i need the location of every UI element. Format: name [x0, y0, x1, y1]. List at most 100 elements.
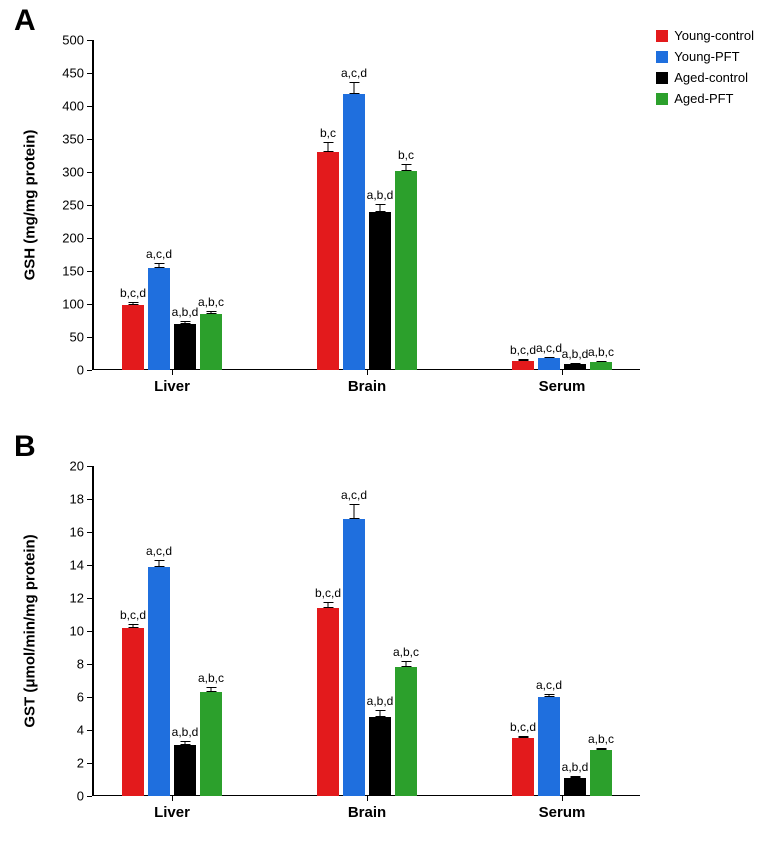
x-tick	[172, 796, 173, 801]
legend-swatch	[656, 93, 668, 105]
y-tick	[87, 205, 92, 206]
y-tick-label: 450	[62, 66, 84, 81]
y-tick	[87, 598, 92, 599]
error-bar	[549, 694, 550, 697]
error-bar	[549, 357, 550, 358]
y-tick-label: 350	[62, 132, 84, 147]
y-tick-label: 200	[62, 231, 84, 246]
y-tick	[87, 370, 92, 371]
bar-annotation: a,c,d	[536, 341, 562, 355]
y-tick	[87, 565, 92, 566]
bar: a,c,d	[148, 268, 170, 370]
bar-annotation: a,c,d	[341, 488, 367, 502]
bar: b,c,d	[512, 738, 534, 796]
legend: Young-controlYoung-PFTAged-controlAged-P…	[656, 28, 754, 112]
y-tick-label: 6	[77, 690, 84, 705]
bar-annotation: b,c	[398, 148, 414, 162]
x-group-label: Liver	[154, 378, 190, 395]
bar: a,b,d	[369, 212, 391, 370]
bar-annotation: a,c,d	[146, 544, 172, 558]
y-tick-label: 250	[62, 198, 84, 213]
legend-swatch	[656, 30, 668, 42]
y-tick	[87, 139, 92, 140]
error-bar	[354, 82, 355, 94]
y-tick-label: 50	[70, 330, 84, 345]
bar: a,b,c	[200, 692, 222, 796]
bar: a,b,c	[590, 362, 612, 370]
y-tick	[87, 466, 92, 467]
y-tick-label: 500	[62, 33, 84, 48]
error-bar	[354, 504, 355, 519]
bar-annotation: a,b,c	[198, 295, 224, 309]
error-bar	[523, 359, 524, 360]
x-group-label: Liver	[154, 804, 190, 821]
bar: a,b,d	[369, 717, 391, 796]
y-tick	[87, 664, 92, 665]
y-tick-label: 8	[77, 657, 84, 672]
x-tick	[562, 370, 563, 375]
bar-annotation: a,b,c	[393, 645, 419, 659]
legend-item: Aged-control	[656, 70, 754, 85]
y-tick-label: 0	[77, 363, 84, 378]
y-tick-label: 2	[77, 756, 84, 771]
bar: a,b,d	[174, 745, 196, 796]
y-tick	[87, 73, 92, 74]
bar: b,c	[317, 152, 339, 370]
bar: b,c	[395, 171, 417, 370]
error-bar	[159, 560, 160, 567]
y-tick	[87, 40, 92, 41]
bar-annotation: a,b,c	[588, 732, 614, 746]
error-bar	[523, 736, 524, 738]
bar: a,c,d	[343, 94, 365, 370]
y-tick-label: 0	[77, 789, 84, 804]
y-axis-label: GST (μmol/min/mg protein)	[22, 534, 39, 727]
y-tick-label: 20	[70, 459, 84, 474]
bar: a,c,d	[148, 567, 170, 796]
error-bar	[328, 142, 329, 152]
x-group-label: Serum	[539, 378, 586, 395]
figure: A B Young-controlYoung-PFTAged-controlAg…	[0, 0, 764, 866]
error-bar	[133, 624, 134, 628]
x-group-label: Brain	[348, 378, 386, 395]
error-bar	[406, 164, 407, 171]
legend-label: Aged-PFT	[674, 91, 733, 106]
y-tick-label: 16	[70, 525, 84, 540]
bar: a,c,d	[343, 519, 365, 796]
y-tick-label: 14	[70, 558, 84, 573]
error-bar	[211, 687, 212, 692]
error-bar	[601, 748, 602, 750]
bar-annotation: b,c,d	[510, 720, 536, 734]
panel-b-label: B	[14, 430, 36, 464]
error-bar	[380, 710, 381, 717]
y-tick	[87, 304, 92, 305]
y-tick-label: 300	[62, 165, 84, 180]
error-bar	[185, 741, 186, 745]
bar-annotation: b,c,d	[315, 586, 341, 600]
y-tick-label: 12	[70, 591, 84, 606]
bar: a,b,c	[590, 750, 612, 796]
bar: a,b,d	[174, 324, 196, 370]
x-group-label: Brain	[348, 804, 386, 821]
error-bar	[575, 776, 576, 778]
bar-annotation: b,c,d	[120, 286, 146, 300]
error-bar	[211, 311, 212, 314]
error-bar	[185, 321, 186, 324]
error-bar	[380, 204, 381, 212]
bar: a,b,d	[564, 364, 586, 370]
x-tick	[367, 796, 368, 801]
error-bar	[406, 661, 407, 668]
bar-annotation: a,b,d	[172, 725, 199, 739]
bar-annotation: a,b,d	[172, 305, 199, 319]
y-tick	[87, 763, 92, 764]
y-tick-label: 18	[70, 492, 84, 507]
bar: b,c,d	[122, 628, 144, 796]
y-tick	[87, 499, 92, 500]
y-tick	[87, 532, 92, 533]
bar-annotation: a,c,d	[536, 678, 562, 692]
bar-annotation: b,c	[320, 126, 336, 140]
bar: a,b,c	[395, 667, 417, 796]
y-tick-label: 400	[62, 99, 84, 114]
legend-item: Young-PFT	[656, 49, 754, 64]
bar-annotation: a,b,c	[198, 671, 224, 685]
panel-a-label: A	[14, 4, 36, 38]
